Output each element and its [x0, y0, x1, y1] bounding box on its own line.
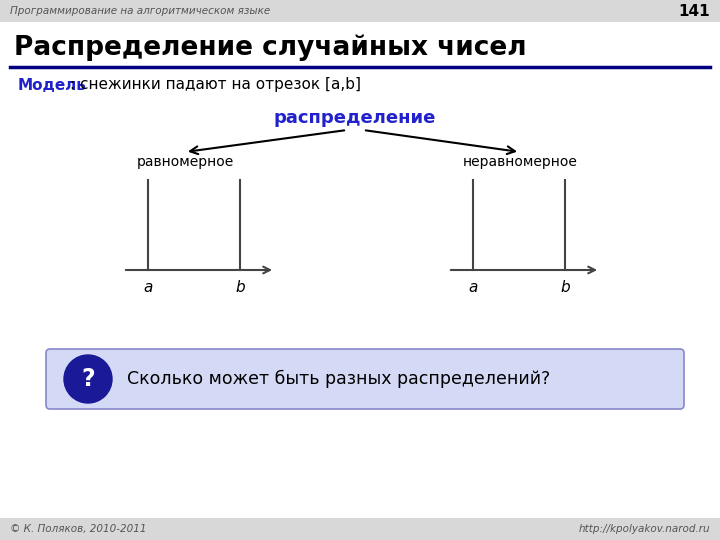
Text: b: b — [560, 280, 570, 294]
Text: ?: ? — [81, 367, 95, 391]
Circle shape — [64, 355, 112, 403]
Text: : снежинки падают на отрезок [a,b]: : снежинки падают на отрезок [a,b] — [70, 78, 361, 92]
Text: © К. Поляков, 2010-2011: © К. Поляков, 2010-2011 — [10, 524, 146, 534]
Text: неравномерное: неравномерное — [462, 155, 577, 169]
Text: b: b — [235, 280, 245, 294]
Text: равномерное: равномерное — [136, 155, 233, 169]
FancyBboxPatch shape — [0, 518, 720, 540]
Text: распределение: распределение — [274, 109, 436, 127]
Text: Модель: Модель — [18, 78, 87, 92]
Text: 141: 141 — [678, 3, 710, 18]
Text: http://kpolyakov.narod.ru: http://kpolyakov.narod.ru — [578, 524, 710, 534]
Text: Сколько может быть разных распределений?: Сколько может быть разных распределений? — [127, 370, 550, 388]
Text: Распределение случайных чисел: Распределение случайных чисел — [14, 35, 526, 61]
FancyBboxPatch shape — [0, 0, 720, 22]
Text: Программирование на алгоритмическом языке: Программирование на алгоритмическом язык… — [10, 6, 270, 16]
Text: a: a — [143, 280, 153, 294]
FancyBboxPatch shape — [46, 349, 684, 409]
Text: a: a — [468, 280, 477, 294]
